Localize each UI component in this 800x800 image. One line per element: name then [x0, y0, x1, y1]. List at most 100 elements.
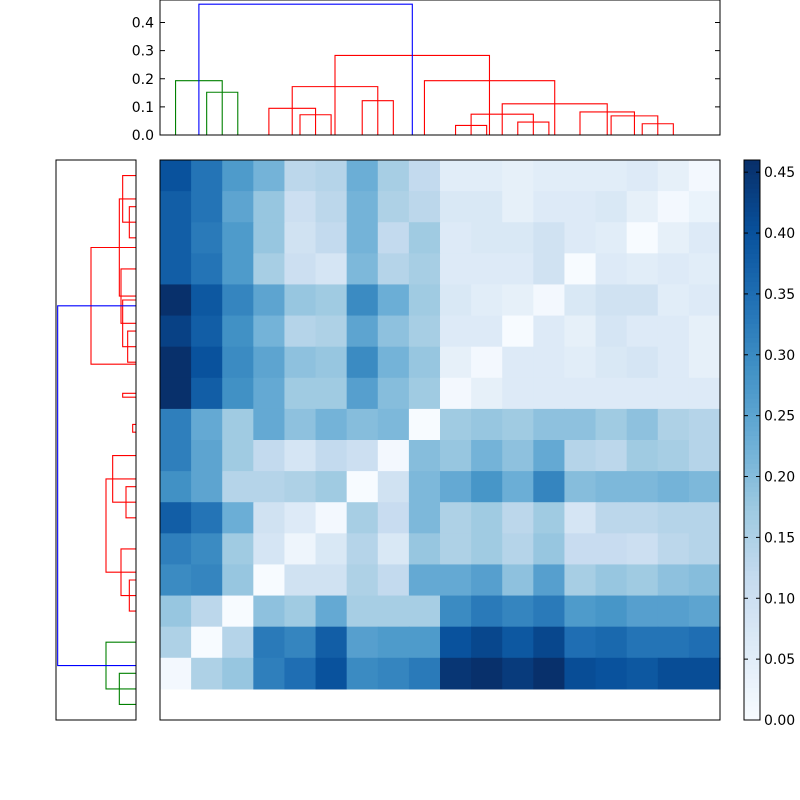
heatmap-cell — [284, 502, 317, 534]
colorbar-tick-label: 0.10 — [764, 591, 795, 607]
colorbar-segment — [744, 645, 760, 651]
heatmap-cell — [377, 471, 410, 503]
colorbar-segment — [744, 230, 760, 236]
top-dendrogram-tick-label: 0.3 — [132, 44, 154, 60]
heatmap-cell — [626, 471, 659, 503]
heatmap-cell — [626, 502, 659, 534]
heatmap-cell — [595, 377, 628, 410]
colorbar: 0.00 0.05 0.10 0.15 0.20 0.25 0.30 0.35 0.40 0.45 — [743, 159, 795, 729]
heatmap-cell — [595, 502, 628, 534]
heatmap-cell — [160, 191, 192, 223]
heatmap-cell — [408, 315, 441, 348]
heatmap-cell — [253, 377, 286, 410]
colorbar-segment — [744, 272, 760, 278]
left-dendrogram-frame — [55, 159, 137, 721]
heatmap-cell — [595, 564, 628, 597]
colorbar-segment — [744, 454, 760, 460]
heatmap-cell — [595, 191, 628, 223]
colorbar-segment — [744, 547, 760, 553]
heatmap-cell — [377, 626, 410, 659]
colorbar-segment — [744, 225, 760, 231]
heatmap-cell — [688, 564, 721, 597]
heatmap-cell — [564, 626, 597, 659]
heatmap-cell — [533, 160, 566, 192]
heatmap-cell — [688, 346, 721, 379]
heatmap-cell — [471, 564, 503, 597]
heatmap-cell — [160, 346, 192, 379]
colorbar-segment — [744, 533, 760, 539]
heatmap-cell — [595, 533, 628, 566]
colorbar-segment — [744, 500, 760, 506]
heatmap-cell — [222, 657, 254, 690]
heatmap-cell — [191, 502, 223, 534]
heatmap-cell — [564, 315, 597, 348]
left-dendrogram-link — [122, 392, 136, 398]
heatmap-cell — [253, 471, 286, 503]
heatmap-cell — [502, 626, 534, 659]
colorbar-segment — [744, 659, 760, 665]
heatmap-cell — [408, 471, 441, 503]
heatmap-cell — [440, 657, 472, 690]
heatmap-cell — [222, 502, 254, 534]
heatmap-cell — [284, 564, 317, 597]
heatmap-cell — [191, 657, 223, 690]
colorbar-tick-label: 0.25 — [764, 409, 795, 425]
colorbar-segment — [744, 706, 760, 712]
heatmap-cell — [408, 253, 441, 286]
heatmap-cell — [160, 408, 192, 441]
heatmap-cell — [346, 315, 379, 348]
colorbar-segment — [744, 496, 760, 502]
heatmap-cell — [564, 502, 597, 534]
colorbar-segment — [744, 178, 760, 184]
heatmap-cell — [253, 626, 286, 659]
heatmap-cell — [657, 160, 690, 192]
top-dendrogram-frame — [159, 0, 721, 136]
heatmap-cell — [595, 626, 628, 659]
heatmap-cell — [657, 377, 690, 410]
heatmap-cell — [564, 440, 597, 472]
heatmap-cell — [471, 502, 503, 534]
heatmap-cell — [253, 160, 286, 192]
heatmap-cell — [284, 315, 317, 348]
colorbar-tick-label: 0.45 — [764, 165, 795, 181]
heatmap-cell — [626, 377, 659, 410]
heatmap-cell — [657, 222, 690, 254]
heatmap-cell — [657, 346, 690, 379]
heatmap-cell — [440, 502, 472, 534]
colorbar-segment — [744, 640, 760, 646]
heatmap-cell — [191, 284, 223, 317]
colorbar-segment — [744, 580, 760, 586]
heatmap-cell — [564, 253, 597, 286]
heatmap-cell — [222, 377, 254, 410]
colorbar-segment — [744, 589, 760, 595]
heatmap-cell — [408, 284, 441, 317]
heatmap-cell — [595, 160, 628, 192]
colorbar-segment — [744, 360, 760, 366]
colorbar-segment — [744, 598, 760, 604]
heatmap-cell — [160, 377, 192, 410]
colorbar-tick-label: 0.35 — [764, 287, 795, 303]
colorbar-segment — [744, 183, 760, 189]
heatmap-cell — [284, 595, 317, 628]
colorbar-segment — [744, 486, 760, 492]
heatmap-cell — [284, 253, 317, 286]
heatmap-cell — [440, 471, 472, 503]
colorbar-segment — [744, 351, 760, 357]
colorbar-segment — [744, 440, 760, 446]
heatmap-cell — [502, 502, 534, 534]
colorbar-segment — [744, 337, 760, 343]
colorbar-segment — [744, 393, 760, 399]
heatmap-cell — [533, 222, 566, 254]
heatmap-cell — [471, 222, 503, 254]
colorbar-segment — [744, 594, 760, 600]
heatmap-cell — [346, 377, 379, 410]
heatmap-cell — [346, 657, 379, 690]
heatmap-cell — [564, 377, 597, 410]
heatmap-cell — [253, 346, 286, 379]
heatmap-cell — [440, 315, 472, 348]
heatmap-cell — [688, 408, 721, 441]
colorbar-segment — [744, 566, 760, 572]
heatmap-grid — [159, 159, 721, 721]
colorbar-segment — [744, 304, 760, 310]
